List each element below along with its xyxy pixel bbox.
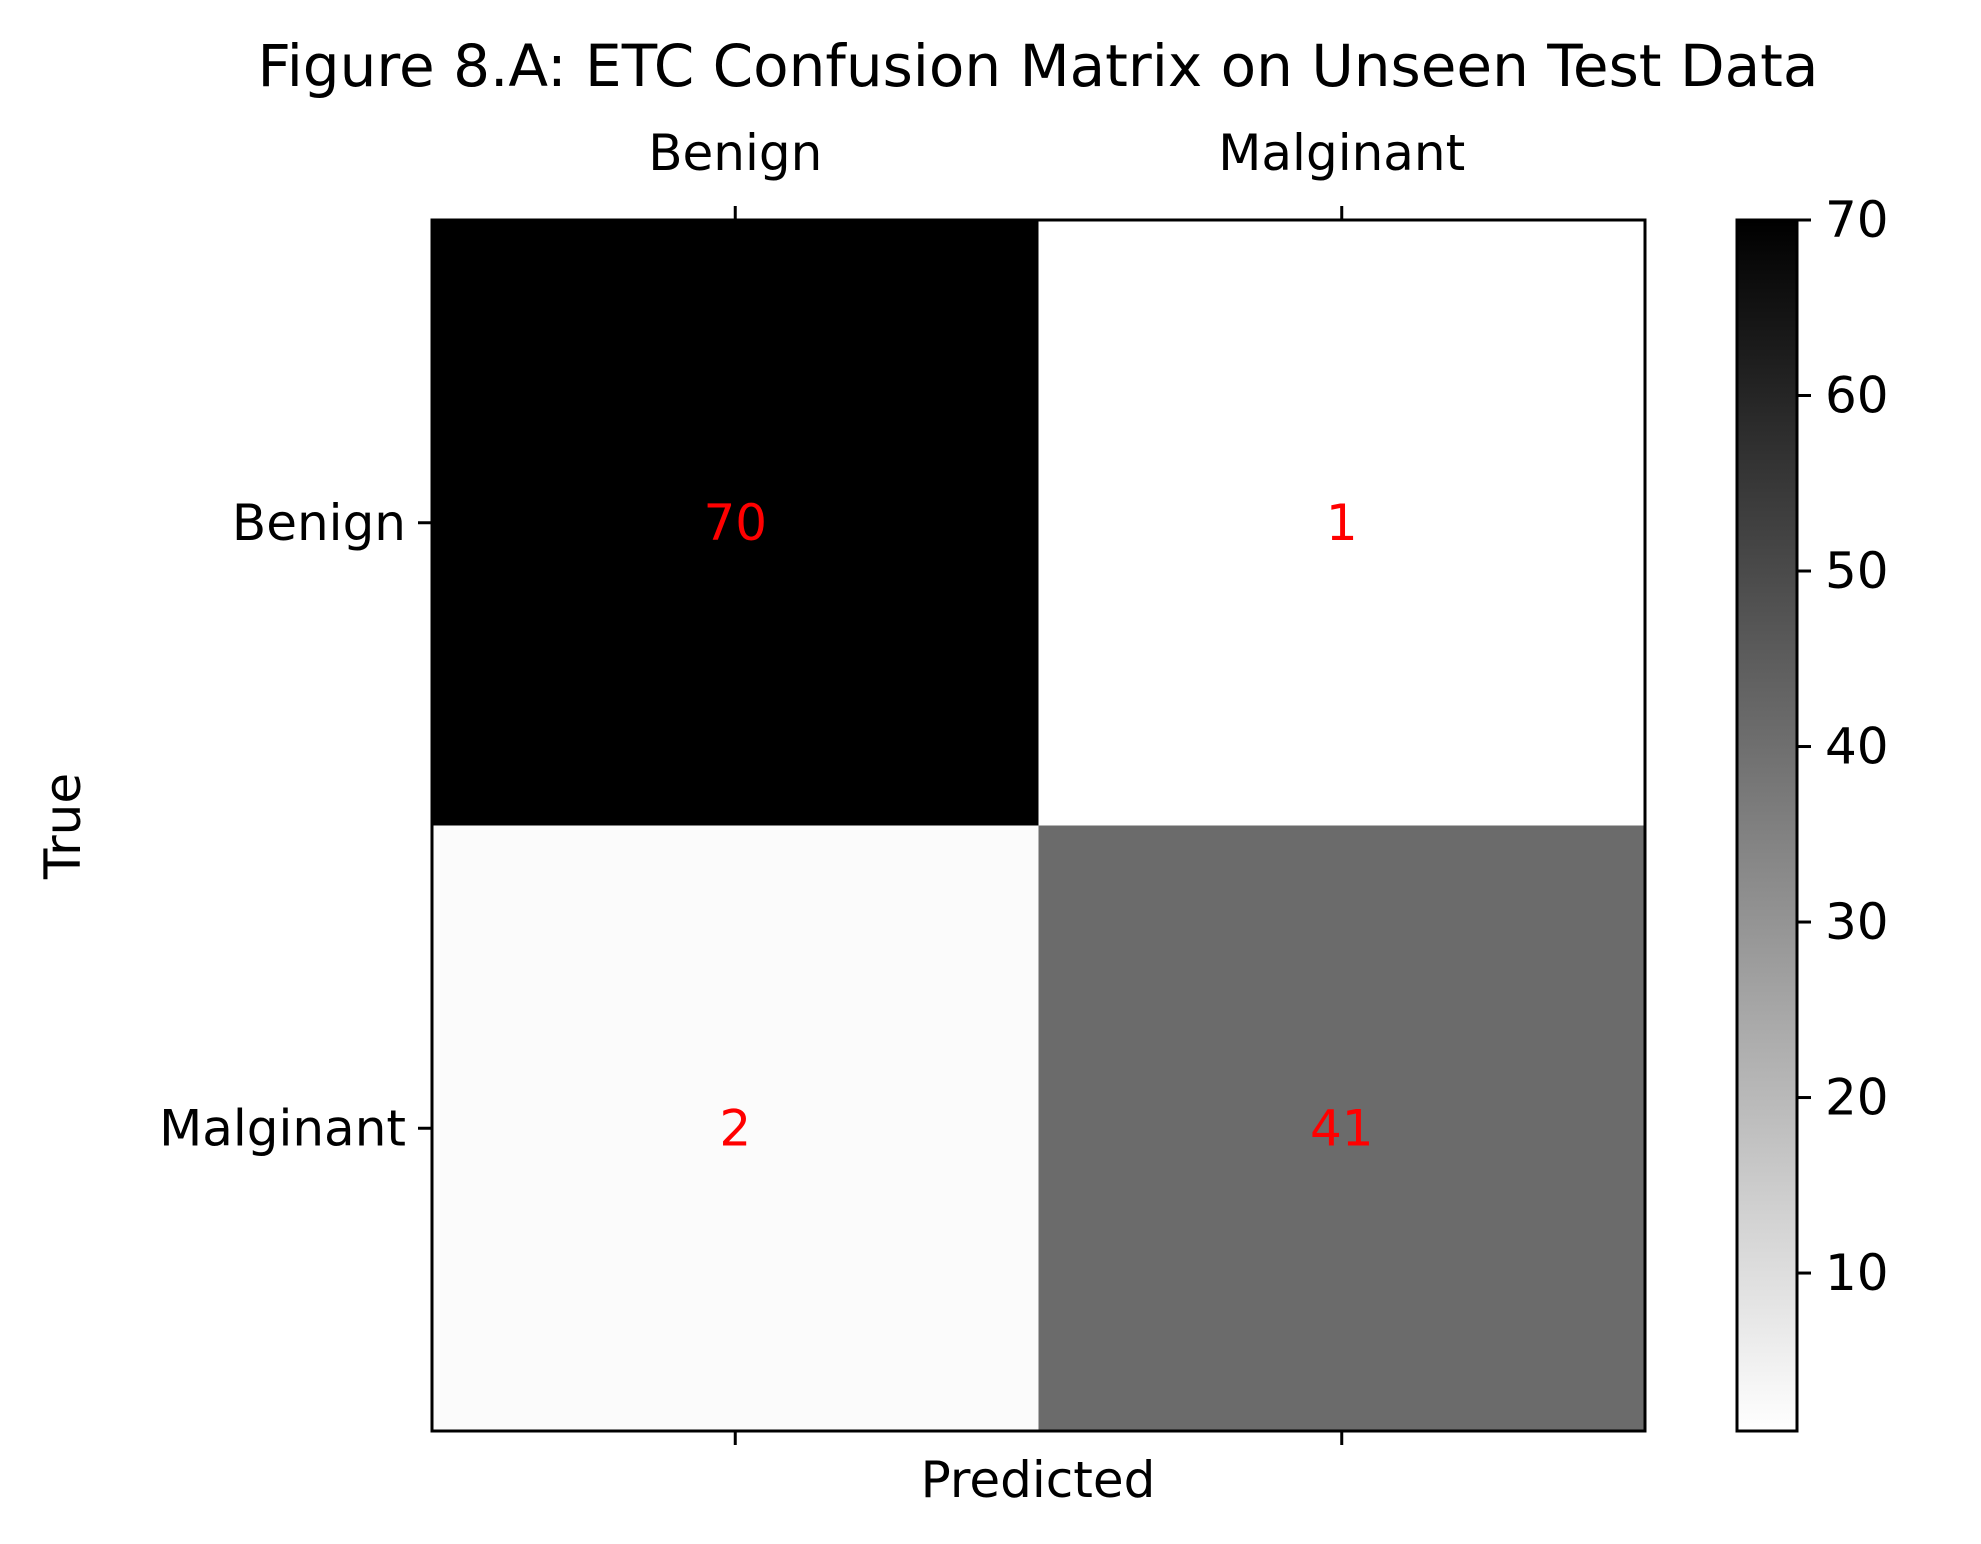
colorbar-ticks: 10 20 30 40 50 60 70 (1797, 191, 1889, 1302)
chart-title: Figure 8.A: ETC Confusion Matrix on Unse… (258, 32, 1819, 100)
matrix-frame (430, 218, 1647, 1433)
matrix-cell (432, 220, 1039, 826)
y-tick-label: Malginant (159, 1099, 406, 1157)
cell-value-label: 1 (1326, 494, 1358, 552)
matrix-cell (1038, 825, 1646, 1432)
matrix-cells (432, 220, 1646, 1432)
x-axis-label: Predicted (921, 1451, 1156, 1509)
colorbar-tick-label: 60 (1825, 367, 1889, 425)
cell-value-label: 2 (719, 1099, 751, 1157)
x-axis-ticks: Benign Malginant (648, 124, 1465, 1445)
x-tick-label: Malginant (1218, 124, 1465, 182)
x-tick-label: Benign (648, 124, 822, 182)
y-axis-label: True (34, 773, 92, 880)
colorbar (1737, 220, 1797, 1431)
colorbar-tick-label: 40 (1825, 718, 1889, 776)
matrix-cell-labels: 70 1 2 41 (703, 494, 1373, 1158)
colorbar-tick-label: 70 (1825, 191, 1889, 249)
colorbar-tick-label: 20 (1825, 1069, 1889, 1127)
matrix-cell (432, 825, 1039, 1432)
colorbar-tick-label: 30 (1825, 893, 1889, 951)
cell-value-label: 70 (703, 494, 767, 552)
colorbar-frame (1735, 218, 1799, 1433)
matrix-cell (1038, 220, 1646, 826)
cell-value-label: 41 (1310, 1099, 1374, 1157)
y-tick-label: Benign (232, 494, 406, 552)
colorbar-tick-label: 10 (1825, 1244, 1889, 1302)
y-axis-ticks: Benign Malginant (159, 494, 432, 1157)
colorbar-tick-label: 50 (1825, 542, 1889, 600)
